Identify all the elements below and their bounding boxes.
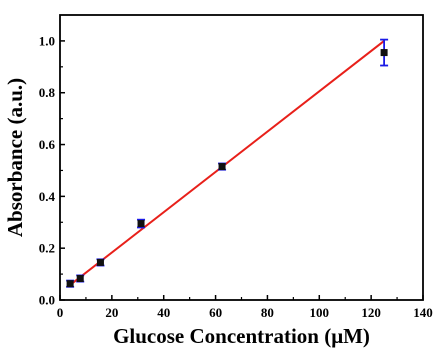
y-tick-label: 0.6 bbox=[39, 137, 56, 152]
x-tick-label: 40 bbox=[157, 305, 170, 320]
y-tick-label: 1.0 bbox=[39, 33, 55, 48]
data-point bbox=[66, 280, 74, 288]
x-tick-label: 80 bbox=[261, 305, 274, 320]
data-point bbox=[380, 49, 388, 57]
data-point bbox=[76, 274, 84, 282]
fit-line bbox=[69, 40, 385, 286]
x-tick-label: 0 bbox=[57, 305, 64, 320]
x-tick-label: 100 bbox=[310, 305, 330, 320]
data-point bbox=[96, 258, 104, 266]
y-tick-label: 0.4 bbox=[39, 189, 56, 204]
y-tick-label: 0.8 bbox=[39, 85, 56, 100]
x-tick-label: 60 bbox=[209, 305, 222, 320]
data-point bbox=[218, 163, 226, 171]
x-tick-label: 140 bbox=[413, 305, 433, 320]
x-tick-label: 20 bbox=[105, 305, 118, 320]
x-tick-label: 120 bbox=[361, 305, 381, 320]
y-tick-label: 0.2 bbox=[39, 241, 55, 256]
data-point bbox=[137, 220, 145, 228]
y-tick-label: 0.0 bbox=[39, 293, 55, 308]
y-axis-title: Absorbance (a.u.) bbox=[3, 78, 27, 237]
plot-frame bbox=[59, 14, 424, 301]
x-axis-title: Glucose Concentration (μM) bbox=[113, 324, 370, 348]
